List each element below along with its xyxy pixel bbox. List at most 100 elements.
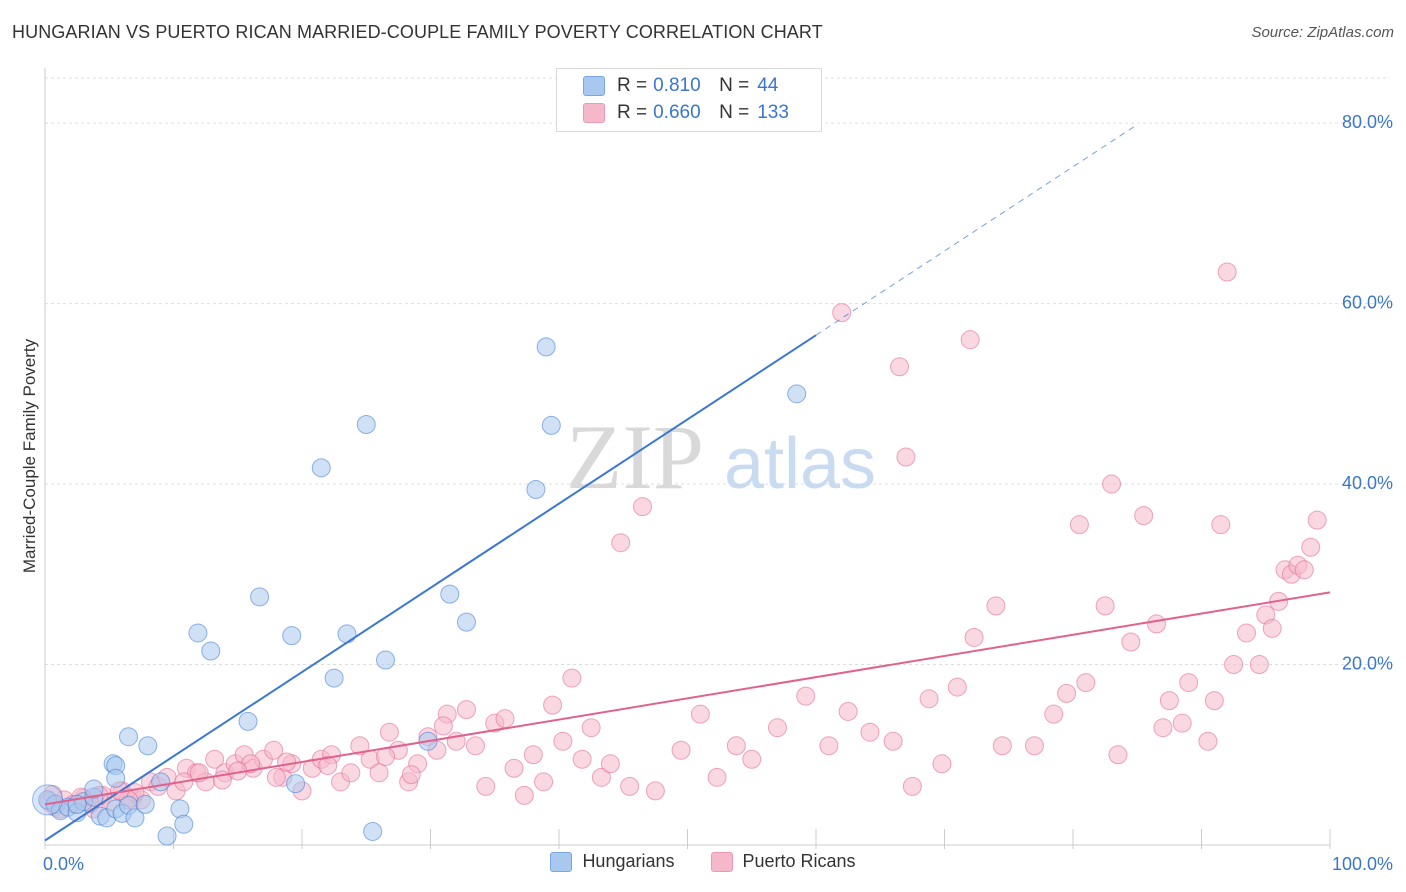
data-point [363, 821, 383, 841]
legend-swatch-hungarians [550, 851, 573, 872]
legend-item-hungarians[interactable]: Hungarians [550, 851, 675, 872]
data-point [318, 756, 338, 776]
data-point [726, 736, 746, 756]
y-tick-label: 80.0% [1342, 112, 1393, 132]
data-point [1153, 718, 1173, 738]
data-point [526, 479, 546, 499]
data-point [1069, 515, 1089, 535]
data-point [250, 587, 270, 607]
data-point [536, 337, 556, 357]
data-point [1301, 537, 1321, 557]
legend-label-hungarians: Hungarians [582, 851, 675, 871]
data-point [1262, 618, 1282, 638]
data-point [504, 758, 524, 778]
data-point [543, 695, 563, 715]
data-point [534, 772, 554, 792]
data-point [1076, 673, 1096, 693]
legend-item-puerto-ricans[interactable]: Puerto Ricans [710, 851, 856, 872]
data-point [106, 768, 126, 788]
stats-legend: R = 0.810 N = 44 R = 0.660 N = 133 [556, 68, 822, 132]
data-point [860, 722, 880, 742]
legend-r-value: 0.660 [653, 102, 701, 123]
data-point [553, 731, 573, 751]
data-point [264, 740, 284, 760]
data-point [883, 731, 903, 751]
data-point [174, 814, 194, 834]
data-point [541, 415, 561, 435]
data-point [838, 701, 858, 721]
data-point [135, 794, 155, 814]
data-point [1211, 515, 1231, 535]
data-point [581, 718, 601, 738]
data-point [1057, 683, 1077, 703]
legend-label-puerto-ricans: Puerto Ricans [742, 851, 856, 871]
data-point [125, 808, 145, 828]
data-point [282, 626, 302, 646]
data-point [960, 330, 980, 350]
puerto-ricans-trend-line [44, 591, 1331, 806]
data-point [633, 497, 653, 517]
watermark-atlas: atlas [724, 424, 876, 504]
data-point [707, 767, 727, 787]
y-tick-label: 60.0% [1342, 293, 1393, 313]
data-point [201, 641, 221, 661]
legend-n-label: N = [719, 102, 750, 123]
data-point [337, 624, 357, 644]
series-legend: Hungarians Puerto Ricans [0, 851, 1406, 872]
data-point [1159, 691, 1179, 711]
legend-n-label: N = [719, 75, 750, 96]
data-point [151, 772, 171, 792]
hungarians-trend-extension [815, 124, 1138, 336]
data-point [1102, 474, 1122, 494]
data-point [819, 736, 839, 756]
data-point [356, 415, 376, 435]
hungarians-trend-line [44, 334, 817, 842]
data-point [1095, 596, 1115, 616]
data-point [119, 727, 139, 747]
gridlines [45, 77, 1390, 666]
data-point [1172, 713, 1192, 733]
data-point [572, 749, 592, 769]
chart-title: HUNGARIAN VS PUERTO RICAN MARRIED-COUPLE… [12, 22, 823, 42]
data-point [986, 596, 1006, 616]
axes [44, 68, 1331, 849]
data-point [742, 749, 762, 769]
data-point [1179, 673, 1199, 693]
data-point [1134, 506, 1154, 526]
data-point [611, 533, 631, 553]
data-point [1121, 632, 1141, 652]
data-point [440, 584, 460, 604]
legend-n-value: 133 [757, 102, 789, 123]
puerto-ricans-points [39, 262, 1327, 819]
watermark: ZIP atlas [566, 406, 876, 508]
data-point [138, 736, 158, 756]
data-point [465, 736, 485, 756]
data-point [523, 745, 543, 765]
data-point [456, 700, 476, 720]
data-point [379, 722, 399, 742]
y-tick-label: 40.0% [1342, 473, 1393, 493]
data-point [1249, 655, 1269, 675]
data-point [32, 784, 64, 816]
y-tick-label: 20.0% [1342, 654, 1393, 674]
source-label: Source: ZipAtlas.com [1251, 24, 1394, 41]
data-point [495, 709, 515, 729]
legend-swatch-hungarians [583, 76, 605, 96]
data-point [1024, 736, 1044, 756]
data-point [562, 668, 582, 688]
data-point [1044, 704, 1064, 724]
data-point [1147, 614, 1167, 634]
data-point [1198, 731, 1218, 751]
data-point [324, 668, 344, 688]
legend-swatch-puerto-ricans [583, 103, 605, 123]
data-point [376, 650, 396, 670]
data-point [964, 627, 984, 647]
tick-labels: 20.0% 40.0% 60.0% 80.0% 0.0% 100.0% [43, 112, 1393, 874]
data-point [238, 711, 258, 731]
data-point [1224, 655, 1244, 675]
data-point [341, 763, 361, 783]
data-point [188, 623, 208, 643]
data-point [620, 776, 640, 796]
data-point [992, 736, 1012, 756]
